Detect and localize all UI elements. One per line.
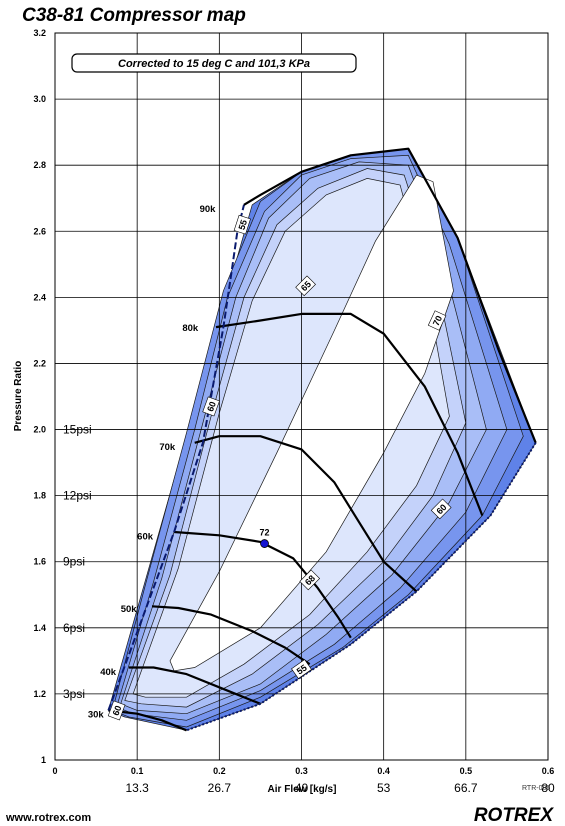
psi-label: 12psi	[63, 489, 92, 503]
website-link[interactable]: www.rotrex.com	[5, 812, 91, 824]
speed-label: 50k	[121, 604, 138, 615]
efficiency-label-text: 60	[205, 400, 218, 413]
secondary-x-label: 40	[295, 781, 309, 795]
y-tick-label: 2.0	[33, 425, 46, 435]
choke-line	[186, 442, 537, 732]
plot-frame	[54, 32, 549, 761]
efficiency-label: 55	[233, 214, 251, 235]
speed-label: 90k	[200, 204, 217, 215]
speed-label: 30k	[88, 710, 105, 721]
axis-ticks: 0 0.1 0.2 0.3 0.4 0.5 0.6 1 1.2 1.4 1.6 1.8 2.0 2.2 2.…	[33, 28, 555, 795]
psi-label: 9psi	[63, 555, 85, 569]
speed-label: 80k	[182, 323, 199, 334]
y-tick-label: 1.8	[33, 491, 46, 501]
x-tick-label: 0.3	[295, 766, 308, 776]
speed-line	[174, 530, 352, 639]
x-tick-label: 0.2	[213, 766, 226, 776]
speed-label: 70k	[159, 442, 176, 453]
map-boundaries	[107, 147, 537, 732]
psi-label: 15psi	[63, 423, 92, 437]
efficiency-label-text: 70	[431, 314, 444, 327]
y-tick-label: 2.8	[33, 160, 46, 170]
efficiency-label-box	[430, 498, 452, 520]
efficiency-bands	[107, 148, 537, 731]
secondary-x-label: 66.7	[454, 781, 478, 795]
speed-line	[151, 605, 311, 666]
efficiency-label-text: 55	[236, 219, 249, 232]
chart-title: C38-81 Compressor map	[22, 5, 246, 26]
y-tick-label: 1.6	[33, 557, 46, 567]
speed-lines: 30k 40k 50k 60k 70k 80k 90k	[88, 204, 484, 732]
efficiency-label-box	[299, 569, 321, 591]
x-tick-label: 0.6	[542, 766, 555, 776]
efficiency-label-text: 60	[111, 704, 124, 717]
efficiency-band	[169, 174, 454, 672]
speed-label: 60k	[137, 531, 154, 542]
efficiency-label-box	[202, 396, 220, 417]
efficiency-label: 60	[430, 498, 452, 520]
y-tick-label: 2.2	[33, 358, 46, 368]
speed-line	[215, 312, 484, 516]
figure-reference: RTR-006	[522, 785, 550, 792]
y-tick-label: 1	[41, 755, 46, 765]
x-tick-label: 0.5	[460, 766, 473, 776]
peak-efficiency-label: 72	[260, 528, 270, 538]
y-tick-label: 3.0	[33, 94, 46, 104]
max-speed-boundary	[243, 147, 537, 444]
secondary-x-label: 26.7	[208, 781, 232, 795]
psi-label: 3psi	[63, 687, 85, 701]
secondary-x-label: 80	[541, 781, 555, 795]
speed-label: 40k	[100, 667, 117, 678]
efficiency-label: 60	[107, 700, 126, 721]
y-axis-label: Pressure Ratio	[13, 361, 24, 432]
y-tick-label: 1.4	[33, 623, 46, 633]
efficiency-label: 65	[295, 275, 316, 297]
correction-note: Corrected to 15 deg C and 101,3 KPa	[118, 58, 310, 70]
speed-line	[194, 435, 418, 593]
efficiency-label: 55	[291, 659, 312, 680]
efficiency-label-box	[291, 659, 312, 680]
efficiency-label-text: 55	[295, 663, 309, 677]
x-axis-label: Air Flow [kg/s]	[268, 784, 337, 795]
efficiency-label: 60	[202, 396, 220, 417]
efficiency-label: 68	[299, 569, 321, 591]
peak-efficiency-point	[260, 539, 269, 548]
psi-label: 6psi	[63, 621, 85, 635]
efficiency-label-box	[427, 310, 447, 331]
y-tick-label: 2.6	[33, 226, 46, 236]
efficiency-label-box	[233, 214, 251, 235]
y-tick-label: 1.2	[33, 689, 46, 699]
y-tick-label: 3.2	[33, 28, 46, 38]
x-tick-label: 0.1	[131, 766, 144, 776]
speed-line	[108, 709, 187, 732]
x-tick-label: 0	[52, 766, 57, 776]
efficiency-labels: 55 65 60 70 60 68 55 60 72	[107, 214, 452, 721]
secondary-x-label: 13.3	[125, 781, 149, 795]
x-tick-label: 0.4	[377, 766, 390, 776]
efficiency-label-box	[295, 275, 316, 297]
efficiency-label-box	[107, 700, 126, 721]
y-tick-label: 2.4	[33, 292, 46, 302]
brand-logo: ROTREX	[474, 805, 555, 826]
efficiency-label: 70	[427, 310, 447, 331]
correction-note-box: Corrected to 15 deg C and 101,3 KPa	[71, 53, 357, 73]
secondary-x-label: 53	[377, 781, 391, 795]
surge-line	[107, 204, 245, 711]
speed-line	[128, 666, 261, 705]
